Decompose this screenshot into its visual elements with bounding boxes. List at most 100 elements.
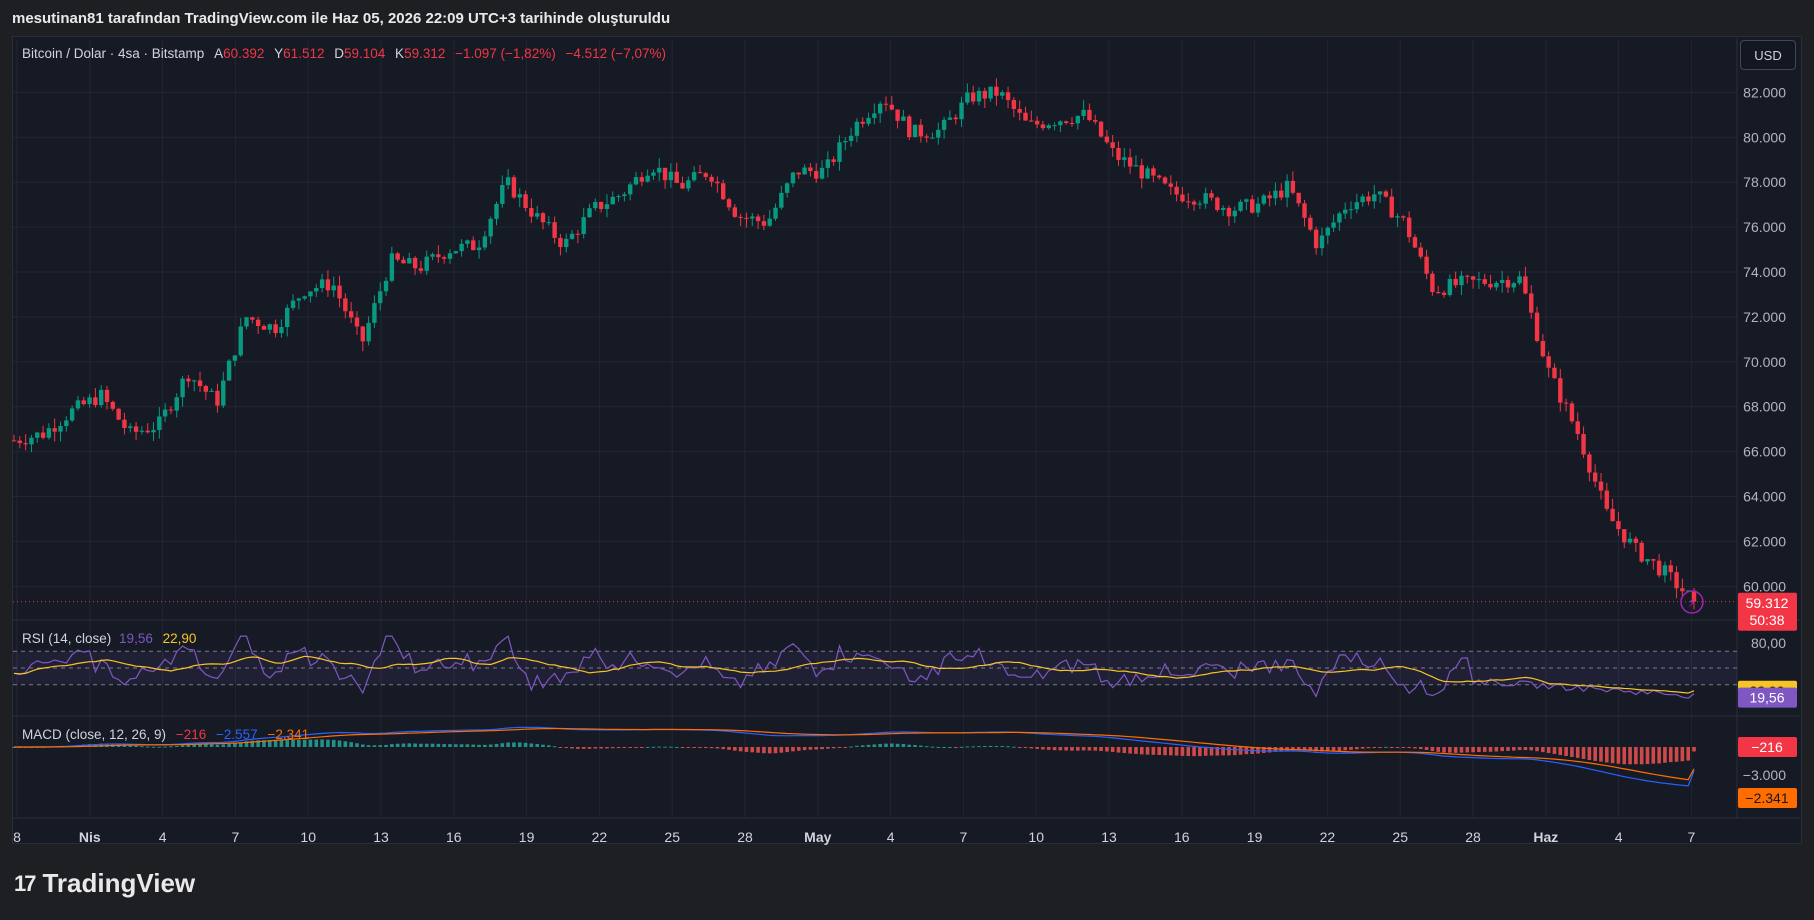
- candle-body: [1494, 282, 1499, 288]
- macd-hist-bar: [1105, 747, 1109, 752]
- x-tick-label: 7: [1688, 829, 1696, 845]
- candle-body: [1098, 121, 1104, 137]
- candle-body: [651, 172, 656, 176]
- macd-hist-bar: [1442, 747, 1446, 753]
- candle-body: [1656, 560, 1662, 576]
- candle-body: [1081, 109, 1086, 116]
- macd-hist-bar: [1407, 747, 1411, 748]
- candle-body: [1639, 542, 1644, 562]
- low-label: D: [334, 46, 344, 61]
- candle-body: [325, 279, 331, 291]
- candle-body: [1627, 538, 1633, 543]
- macd-hist-bar: [640, 747, 644, 748]
- macd-hist-bar: [1099, 747, 1103, 752]
- macd-hist-bar: [1070, 747, 1074, 751]
- candle-body: [418, 268, 424, 271]
- macd-hist-bar: [267, 740, 272, 747]
- macd-hist-bar: [1262, 747, 1266, 753]
- candle-body: [314, 288, 319, 292]
- currency-button[interactable]: USD: [1740, 40, 1796, 70]
- candle-body: [814, 171, 819, 179]
- candle-body: [1063, 121, 1069, 124]
- macd-hist-bar: [1331, 747, 1336, 752]
- candle-body: [1058, 121, 1063, 126]
- candle-body: [319, 279, 325, 289]
- close-value: 59.312: [404, 46, 446, 61]
- macd-hist-bar: [1692, 747, 1696, 752]
- macd-hist-bar: [1215, 747, 1220, 756]
- macd-hist-bar: [151, 746, 156, 748]
- candle-body: [372, 303, 377, 323]
- candle-body: [732, 207, 738, 217]
- open-value: 60.392: [223, 46, 265, 61]
- candle-body: [389, 253, 395, 281]
- macd-hist-bar: [1232, 747, 1237, 756]
- candle-body: [1226, 207, 1232, 217]
- y-tick-label: 76.000: [1743, 219, 1786, 235]
- x-tick-label: 16: [1174, 829, 1190, 845]
- macd-hist-bar: [1418, 747, 1423, 750]
- macd-hist-bar: [1355, 747, 1359, 750]
- macd-hist-bar: [529, 743, 534, 747]
- macd-hist-bar: [814, 747, 819, 750]
- macd-value: −2.557: [216, 727, 258, 742]
- candle-body: [75, 400, 81, 409]
- macd-hist-bar: [1058, 747, 1063, 751]
- macd-hist-bar: [889, 743, 894, 747]
- candle-body: [1534, 312, 1540, 342]
- candle-body: [354, 317, 360, 327]
- macd-hist-bar: [1006, 746, 1010, 748]
- candle-body: [1075, 115, 1081, 124]
- candle-body: [1302, 203, 1307, 218]
- macd-hist-bar: [663, 746, 667, 748]
- macd-hist-bar: [919, 745, 923, 747]
- macd-hist-bar: [1546, 747, 1551, 754]
- macd-hist-bar: [756, 747, 760, 753]
- candle-body: [1592, 472, 1598, 482]
- candle-body: [1168, 183, 1174, 187]
- candle-body: [779, 192, 784, 208]
- candle-body: [784, 183, 790, 193]
- candle-body: [1348, 209, 1354, 211]
- candle-body: [244, 317, 249, 327]
- candle-body: [69, 408, 75, 421]
- macd-hist-bar: [616, 747, 621, 749]
- macd-hist-bar: [1174, 747, 1179, 756]
- x-tick-label: Nis: [79, 829, 101, 845]
- candle-body: [273, 324, 278, 334]
- candle-body: [930, 137, 935, 139]
- candle-body: [1482, 279, 1487, 284]
- candle-body: [209, 390, 214, 392]
- candle-body: [767, 218, 772, 226]
- macd-hist-bar: [1052, 747, 1057, 751]
- macd-hist-bar: [634, 747, 638, 748]
- macd-hist-bar: [895, 743, 900, 747]
- tradingview-logo: 17 TradingView: [14, 868, 195, 899]
- macd-hist-bar: [1203, 747, 1208, 756]
- alert-icon: [1680, 590, 1704, 614]
- macd-hist-bar: [686, 747, 691, 748]
- candle-body: [796, 172, 801, 175]
- macd-hist-bar: [1465, 747, 1470, 753]
- macd-hist-bar: [674, 746, 679, 748]
- macd-hist-bar: [773, 747, 778, 754]
- candle-body: [337, 285, 342, 299]
- macd-hist-bar: [337, 740, 342, 747]
- candle-body: [924, 136, 929, 138]
- candle-body: [581, 217, 586, 234]
- candle-body: [866, 117, 871, 124]
- candle-body: [197, 380, 203, 387]
- macd-hist-bar: [1471, 747, 1475, 753]
- macd-hist-bar: [1430, 747, 1435, 752]
- candle-body: [226, 360, 232, 381]
- macd-hist-bar: [1093, 747, 1098, 751]
- chart-frame[interactable]: [12, 36, 1802, 844]
- macd-hist-bar: [982, 746, 987, 748]
- candle-body: [1029, 120, 1034, 122]
- candle-body: [1476, 279, 1482, 281]
- macd-hist-bar: [610, 747, 615, 749]
- macd-hist-bar: [849, 746, 853, 748]
- macd-hist-bar: [605, 747, 609, 749]
- x-tick-label: 28: [1465, 829, 1481, 845]
